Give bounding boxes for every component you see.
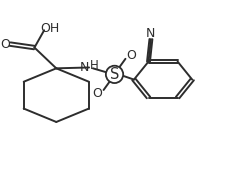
Text: OH: OH (41, 22, 60, 35)
Text: O: O (93, 87, 102, 100)
Text: S: S (110, 67, 119, 82)
Text: H: H (90, 59, 99, 72)
Text: O: O (0, 38, 10, 51)
Text: O: O (126, 49, 136, 62)
Text: N: N (146, 27, 155, 40)
Text: N: N (79, 61, 89, 74)
